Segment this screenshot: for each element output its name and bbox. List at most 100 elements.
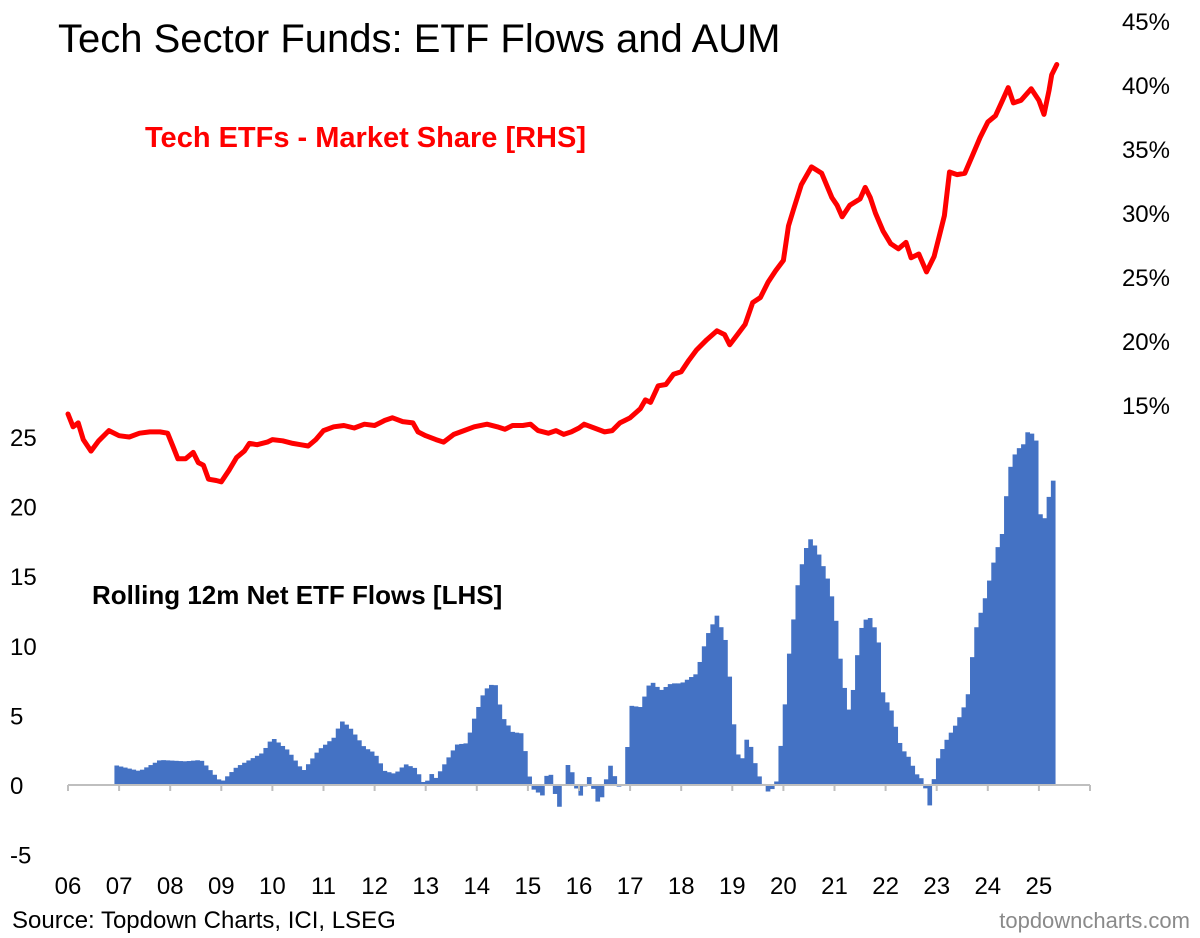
flow-bar xyxy=(757,776,762,785)
flow-bar xyxy=(923,785,928,789)
flow-bar xyxy=(863,619,869,785)
flow-bar xyxy=(697,661,703,785)
flow-bar xyxy=(348,728,354,785)
flow-bar xyxy=(663,687,669,785)
x-tick-label: 15 xyxy=(515,873,542,900)
flow-bar xyxy=(191,760,196,785)
flow-bar xyxy=(531,785,537,790)
flow-bar xyxy=(352,734,358,785)
flow-bar xyxy=(821,566,826,785)
right-tick-label: 25% xyxy=(1122,265,1170,292)
flow-bar xyxy=(867,618,873,785)
flow-bar xyxy=(382,770,388,785)
flow-bar xyxy=(944,739,950,785)
flow-bar xyxy=(161,760,166,785)
left-tick-label: 25 xyxy=(10,425,37,452)
flow-bar xyxy=(927,785,933,806)
flow-bar xyxy=(778,745,784,785)
flow-bar xyxy=(412,767,418,785)
flow-bar xyxy=(608,765,613,785)
flow-bar xyxy=(229,772,235,785)
x-tick-label: 18 xyxy=(668,873,695,900)
flow-bar xyxy=(497,704,503,785)
flow-bar xyxy=(340,721,345,785)
flow-bar xyxy=(650,682,656,785)
line-series-market-share xyxy=(65,62,1060,485)
x-tick-label: 21 xyxy=(821,873,848,900)
flow-bar xyxy=(527,776,532,785)
flow-bar xyxy=(569,772,575,785)
flow-bar xyxy=(395,771,401,785)
flow-bar xyxy=(999,533,1005,785)
flow-bar xyxy=(1016,448,1022,785)
flow-bar xyxy=(271,739,277,785)
flow-bar xyxy=(369,751,375,785)
flow-bar xyxy=(169,760,175,785)
flow-bar xyxy=(816,554,822,785)
flow-bar xyxy=(893,726,899,785)
flow-bar xyxy=(637,707,643,785)
flow-bar xyxy=(165,760,171,785)
flow-bar xyxy=(833,620,839,785)
flow-bar xyxy=(523,751,528,785)
flow-bar xyxy=(633,706,639,785)
flow-bar xyxy=(152,762,158,785)
flow-bar xyxy=(1038,514,1043,785)
flow-bar xyxy=(714,615,720,785)
flow-bar xyxy=(429,774,435,785)
flow-bar xyxy=(335,728,341,785)
flow-bar xyxy=(625,747,630,785)
flow-bar xyxy=(952,725,958,785)
flow-bar xyxy=(740,758,745,785)
flow-bar xyxy=(484,688,490,785)
flow-bar xyxy=(672,683,677,785)
flow-bar xyxy=(791,619,796,785)
flow-bar xyxy=(454,744,460,785)
left-tick-label: 10 xyxy=(10,634,37,661)
flow-bar xyxy=(1008,466,1013,785)
flow-bar xyxy=(225,776,230,785)
flow-bar xyxy=(399,767,405,785)
flow-bar xyxy=(425,780,430,785)
flow-bar xyxy=(718,627,724,785)
flow-bar xyxy=(1021,444,1026,785)
flow-bar xyxy=(327,741,332,785)
flow-bar xyxy=(897,742,903,785)
flow-bar xyxy=(1004,496,1009,785)
flow-bar xyxy=(812,545,818,785)
flow-bar xyxy=(148,765,154,785)
x-tick-label: 13 xyxy=(412,873,439,900)
flow-bar xyxy=(195,760,200,785)
flow-bar xyxy=(680,682,686,785)
flow-bar xyxy=(386,772,392,785)
flow-bar xyxy=(948,732,954,785)
flow-bar xyxy=(765,785,771,792)
etf-flows-annotation: Rolling 12m Net ETF Flows [LHS] xyxy=(92,580,502,610)
flow-bar xyxy=(467,732,473,785)
left-tick-label: -5 xyxy=(10,843,31,870)
flow-bar xyxy=(114,765,120,785)
flow-bar xyxy=(514,732,520,785)
x-tick-label: 22 xyxy=(872,873,899,900)
flow-bar xyxy=(1029,433,1035,785)
flow-bar xyxy=(595,785,601,802)
flow-bar xyxy=(684,679,690,785)
flow-bar xyxy=(276,742,281,785)
x-tick-label: 24 xyxy=(974,873,1001,900)
right-tick-label: 30% xyxy=(1122,201,1170,228)
flow-bar xyxy=(578,785,584,796)
flow-bar xyxy=(446,757,452,785)
x-tick-label: 06 xyxy=(55,873,82,900)
flow-bar xyxy=(1050,480,1056,785)
flow-bar xyxy=(970,657,975,785)
flow-bar xyxy=(978,612,984,785)
flow-bar xyxy=(280,745,286,785)
flow-bar xyxy=(850,689,856,785)
flow-bar xyxy=(689,677,694,785)
flow-bar xyxy=(769,785,775,790)
flow-bar xyxy=(216,779,222,785)
flow-bar xyxy=(540,785,545,796)
flow-bar xyxy=(748,746,754,785)
flow-bar xyxy=(135,770,141,785)
right-tick-label: 45% xyxy=(1122,9,1170,36)
